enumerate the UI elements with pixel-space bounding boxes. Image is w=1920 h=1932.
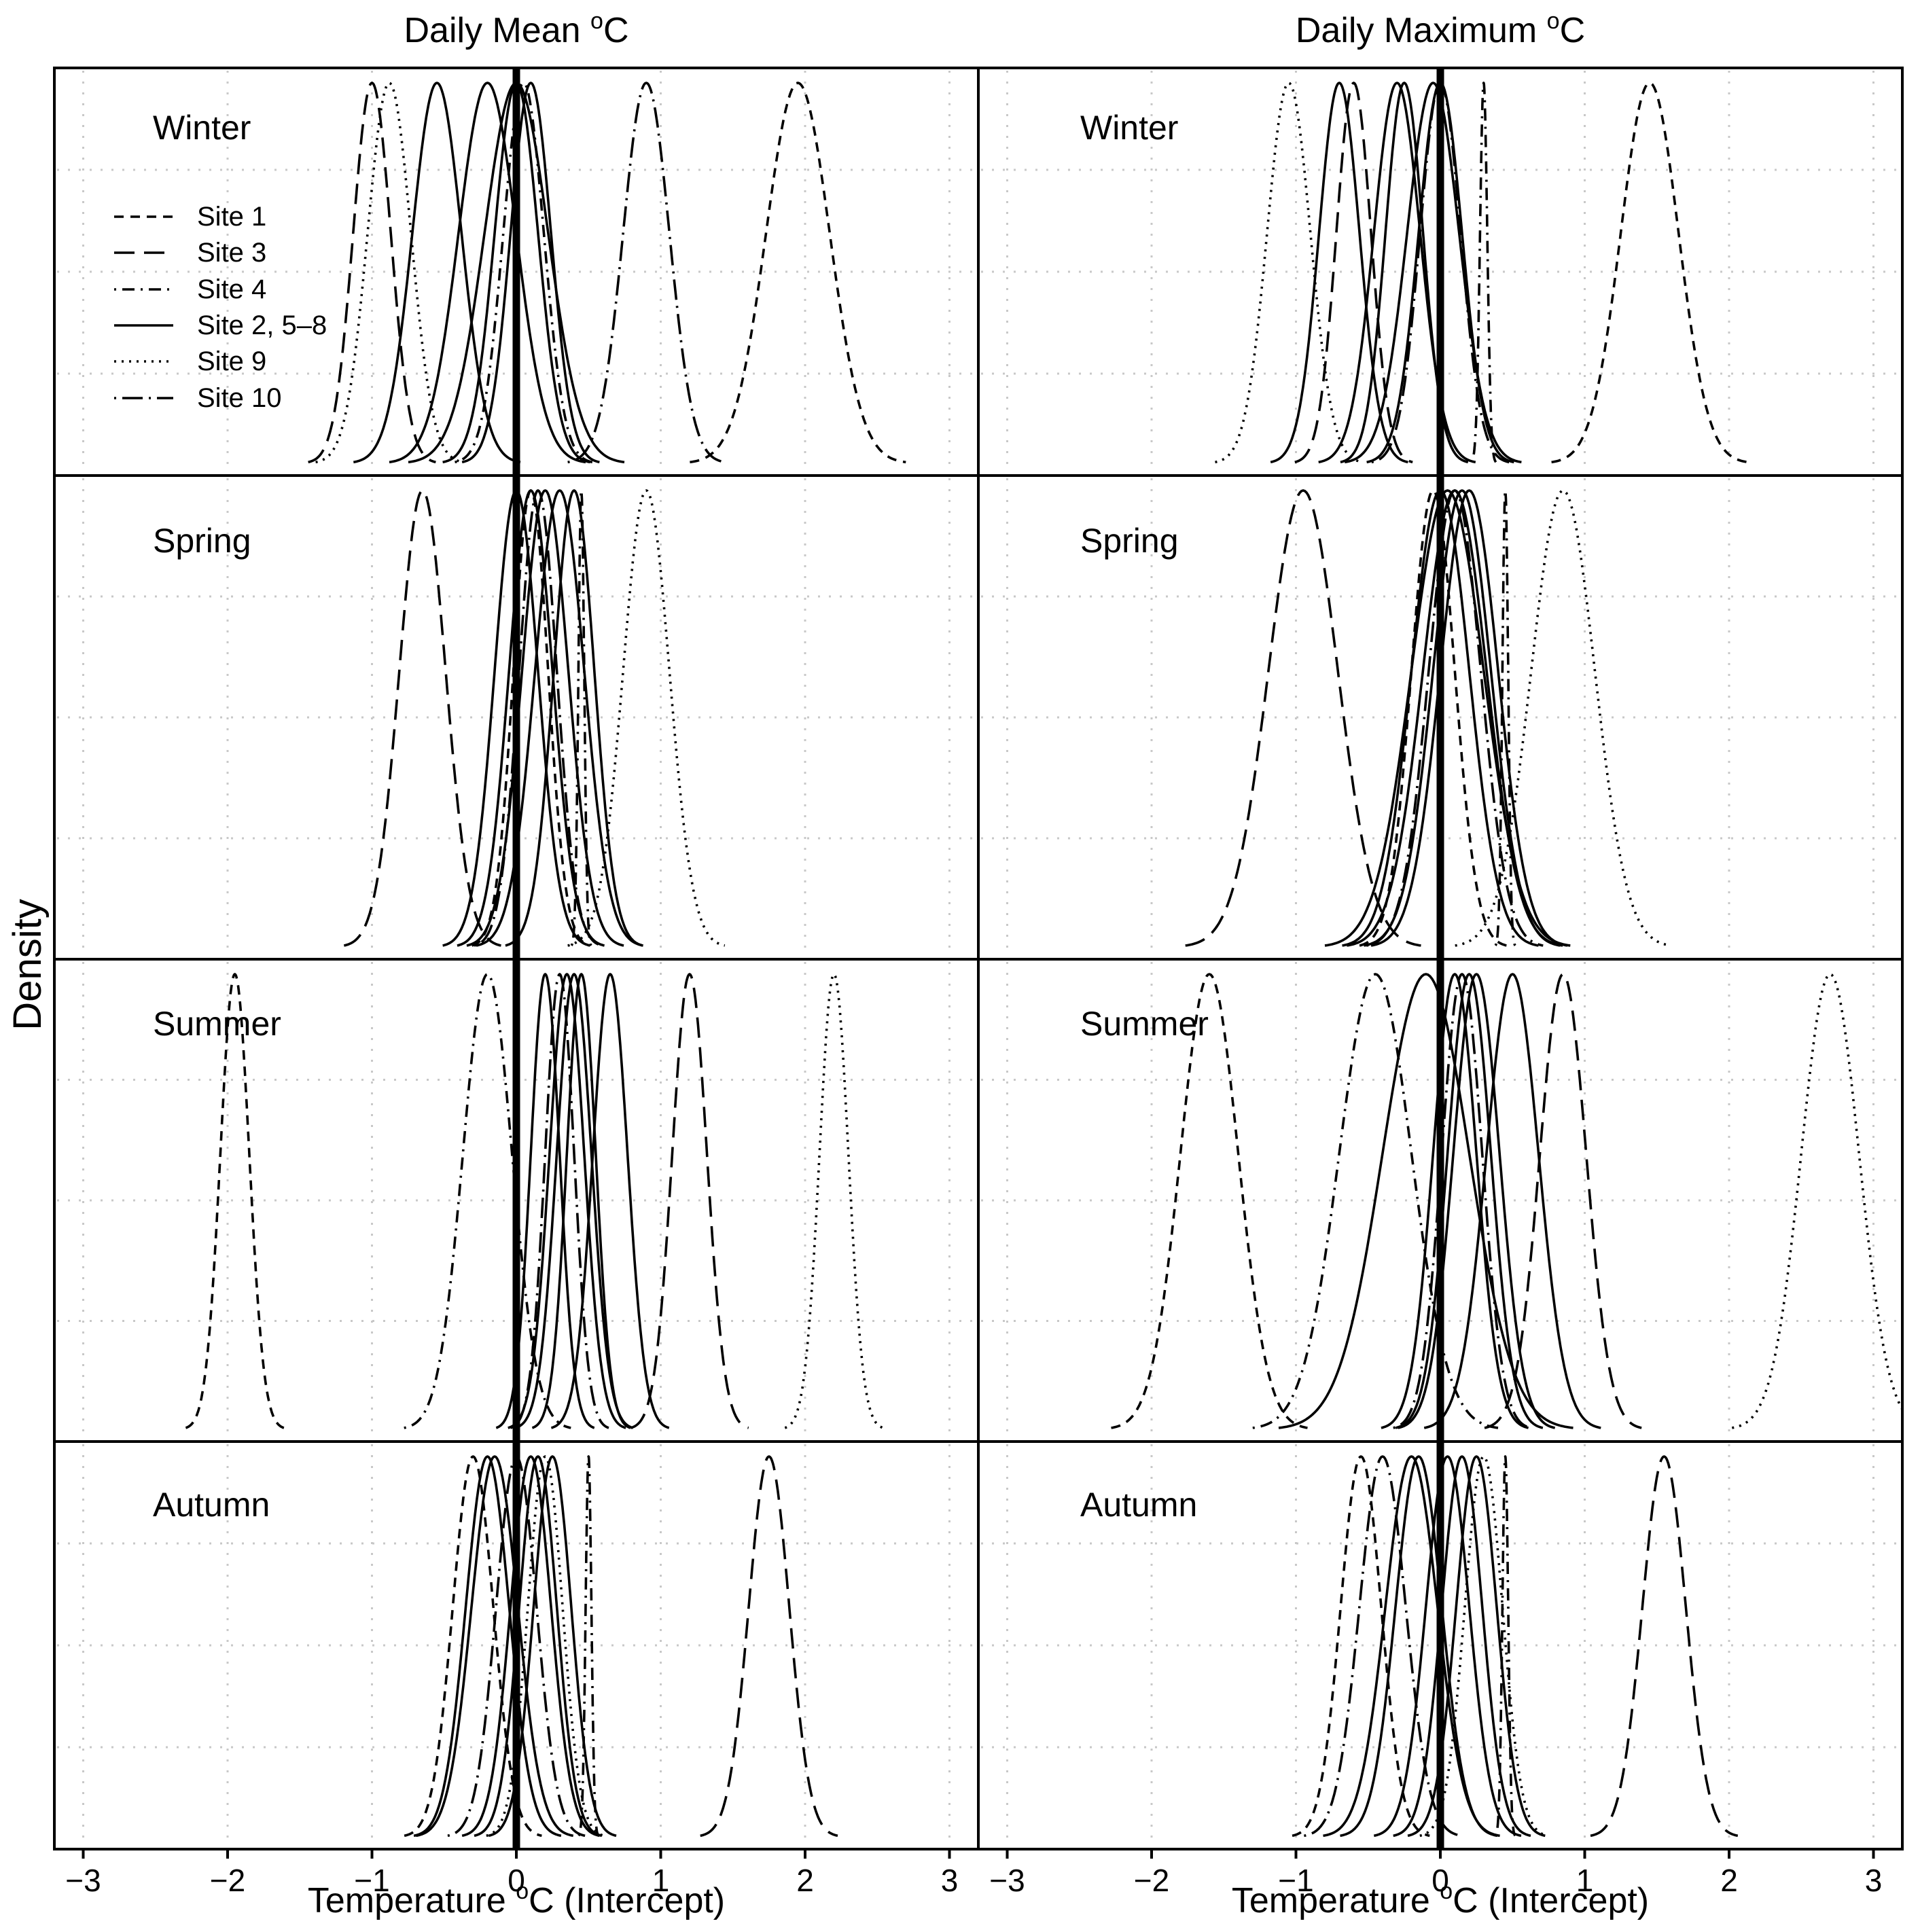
x-tick-label-max-3: 0 xyxy=(1432,1863,1449,1898)
column-title-mean: Daily Mean oC xyxy=(404,8,628,50)
y-axis-label: Density xyxy=(5,899,50,1030)
density-curve-max-summer-dotted-8 xyxy=(1731,973,1904,1429)
season-label-winter-mean: Winter xyxy=(153,109,251,147)
density-curve-mean-winter-long-dash-1 xyxy=(308,82,436,464)
legend: Site 1 Site 3 Site 4 Site 2, 5–8 Site 9 … xyxy=(114,202,327,413)
density-curve-mean-winter-solid-6 xyxy=(461,82,600,464)
density-curve-mean-winter-solid-3 xyxy=(353,82,521,464)
x-tick-label-mean-5: 2 xyxy=(796,1863,814,1898)
density-curve-mean-summer-solid-6 xyxy=(531,973,631,1429)
season-label-autumn-mean: Autumn xyxy=(153,1486,270,1524)
density-curve-max-spring-solid-4 xyxy=(1347,489,1563,947)
season-label-summer-max: Summer xyxy=(1080,1005,1209,1043)
density-curve-max-spring-solid-6 xyxy=(1370,489,1568,947)
density-curve-max-autumn-solid-4 xyxy=(1340,1455,1498,1838)
density-curve-max-autumn-solid-5 xyxy=(1373,1455,1522,1838)
x-tick-label-max-2: −1 xyxy=(1278,1863,1313,1898)
density-curve-mean-summer-long-dot-dash-9 xyxy=(510,973,609,1429)
density-curve-max-summer-short-dash-0 xyxy=(1111,973,1308,1429)
density-curve-max-summer-dot-dash-2 xyxy=(1252,973,1499,1429)
density-curve-mean-spring-long-dot-dash-9 xyxy=(474,489,603,947)
density-curve-max-summer-solid-7 xyxy=(1423,973,1601,1429)
density-curve-max-spring-dot-dash-2 xyxy=(1494,489,1516,947)
density-curve-mean-winter-short-dash-0 xyxy=(690,82,906,464)
x-tick-label-mean-0: −3 xyxy=(65,1863,101,1898)
density-curve-mean-summer-solid-7 xyxy=(550,973,670,1429)
density-curve-max-summer-solid-3 xyxy=(1278,973,1574,1429)
season-label-autumn-max: Autumn xyxy=(1080,1486,1197,1524)
density-curve-max-summer-solid-6 xyxy=(1398,973,1556,1429)
panel-frames xyxy=(53,67,1904,1850)
x-tick-label-max-4: 1 xyxy=(1576,1863,1594,1898)
density-curve-max-summer-solid-5 xyxy=(1395,973,1544,1429)
density-curve-mean-summer-solid-3 xyxy=(495,973,595,1429)
density-curve-mean-summer-short-dash-0 xyxy=(185,973,285,1429)
density-curve-mean-spring-dotted-8 xyxy=(567,489,726,947)
density-curve-max-autumn-long-dot-dash-9 xyxy=(1304,1455,1461,1838)
density-curve-mean-summer-dot-dash-2 xyxy=(404,973,571,1429)
x-tick-label-max-0: −3 xyxy=(989,1863,1025,1898)
x-tick-label-mean-6: 3 xyxy=(941,1863,959,1898)
density-curve-max-autumn-long-dash-1 xyxy=(1590,1455,1739,1838)
season-label-spring-mean: Spring xyxy=(153,522,251,560)
density-curve-mean-autumn-short-dash-0 xyxy=(404,1455,542,1838)
x-tick-label-max-6: 3 xyxy=(1865,1863,1883,1898)
x-tick-label-mean-4: 1 xyxy=(652,1863,670,1898)
legend-label-site-9: Site 9 xyxy=(197,346,266,376)
density-curve-mean-spring-solid-7 xyxy=(505,489,643,947)
density-curve-mean-autumn-solid-5 xyxy=(461,1455,600,1838)
density-curve-max-spring-dotted-8 xyxy=(1455,489,1671,947)
density-curves xyxy=(185,82,1904,1838)
season-label-summer-mean: Summer xyxy=(153,1005,281,1043)
x-axis-label-mean: Temperature oC (Intercept) xyxy=(308,1878,725,1920)
density-curve-mean-autumn-solid-6 xyxy=(474,1455,603,1838)
column-title-max: Daily Maximum oC xyxy=(1296,8,1585,50)
density-curve-max-winter-solid-5 xyxy=(1340,82,1469,464)
season-label-spring-max: Spring xyxy=(1080,522,1179,560)
density-curve-mean-autumn-dotted-8 xyxy=(486,1455,605,1838)
x-tick-labels: −3 −2 −1 0 1 2 3 −3 −2 −1 0 1 2 3 xyxy=(65,1849,1882,1898)
density-curve-mean-summer-solid-4 xyxy=(508,973,626,1429)
density-curve-max-spring-solid-7 xyxy=(1324,489,1571,947)
density-curve-mean-spring-solid-5 xyxy=(466,489,624,947)
legend-label-site-4: Site 4 xyxy=(197,274,266,304)
density-curve-mean-winter-solid-4 xyxy=(389,82,586,464)
density-curve-mean-autumn-solid-4 xyxy=(416,1455,574,1838)
density-curve-max-autumn-solid-7 xyxy=(1407,1455,1546,1838)
legend-label-site-10: Site 10 xyxy=(197,383,282,413)
density-curve-mean-spring-long-dash-1 xyxy=(343,489,501,947)
season-label-winter-max: Winter xyxy=(1080,109,1178,147)
density-curve-max-summer-long-dash-1 xyxy=(1484,973,1642,1429)
density-curve-max-spring-long-dash-1 xyxy=(1185,489,1421,947)
density-curve-max-summer-long-dot-dash-9 xyxy=(1393,973,1531,1429)
density-curve-mean-autumn-long-dash-1 xyxy=(700,1455,838,1838)
x-tick-label-mean-2: −1 xyxy=(354,1863,389,1898)
x-tick-label-max-1: −2 xyxy=(1134,1863,1169,1898)
grid-lines xyxy=(57,71,1900,1846)
density-curve-max-spring-long-dot-dash-9 xyxy=(1366,489,1544,947)
x-tick-label-mean-3: 0 xyxy=(508,1863,525,1898)
x-axis-label-max: Temperature oC (Intercept) xyxy=(1232,1878,1649,1920)
x-tick-label-mean-1: −2 xyxy=(210,1863,245,1898)
density-curve-max-winter-solid-4 xyxy=(1318,82,1476,464)
density-curve-mean-autumn-solid-3 xyxy=(413,1455,562,1838)
season-labels: Winter Winter Spring Spring Summer Summe… xyxy=(153,109,1209,1524)
density-curve-max-autumn-short-dash-0 xyxy=(1292,1455,1430,1838)
x-tick-label-max-5: 2 xyxy=(1720,1863,1738,1898)
density-curve-max-winter-long-dash-1 xyxy=(1294,82,1413,464)
legend-label-site-1: Site 1 xyxy=(197,202,266,232)
density-curve-mean-winter-long-dot-dash-9 xyxy=(567,82,726,464)
density-curve-mean-winter-dot-dash-2 xyxy=(455,82,593,464)
density-curve-max-autumn-solid-6 xyxy=(1393,1455,1531,1838)
density-curve-max-summer-solid-4 xyxy=(1381,973,1529,1429)
density-curve-max-autumn-dot-dash-2 xyxy=(1494,1455,1516,1837)
density-curve-max-winter-solid-7 xyxy=(1345,82,1522,464)
legend-label-site-3: Site 3 xyxy=(197,238,266,268)
density-curve-mean-spring-solid-6 xyxy=(476,489,643,947)
density-curve-mean-summer-dotted-8 xyxy=(784,973,884,1429)
density-curve-max-winter-solid-3 xyxy=(1270,82,1408,464)
legend-label-site-2-5-8: Site 2, 5–8 xyxy=(197,310,327,340)
density-curve-mean-autumn-solid-7 xyxy=(488,1455,617,1838)
